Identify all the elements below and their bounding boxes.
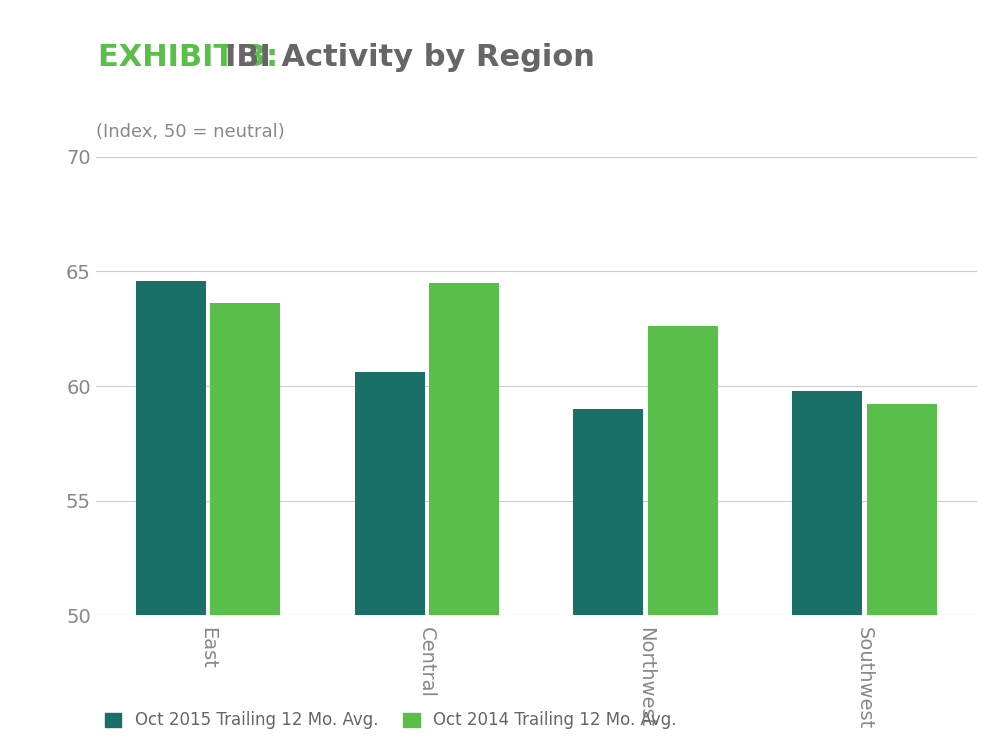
- Text: EXHIBIT 3:: EXHIBIT 3:: [98, 43, 278, 72]
- Bar: [573, 409, 643, 746]
- Text: (Index, 50 = neutral): (Index, 50 = neutral): [96, 123, 284, 141]
- Legend: Oct 2015 Trailing 12 Mo. Avg., Oct 2014 Trailing 12 Mo. Avg.: Oct 2015 Trailing 12 Mo. Avg., Oct 2014 …: [100, 706, 682, 734]
- Bar: [429, 283, 499, 746]
- Bar: [354, 372, 425, 746]
- Bar: [210, 304, 280, 746]
- Text: IBI Activity by Region: IBI Activity by Region: [225, 43, 594, 72]
- Bar: [136, 280, 205, 746]
- Bar: [867, 404, 937, 746]
- Bar: [648, 327, 718, 746]
- Bar: [793, 391, 862, 746]
